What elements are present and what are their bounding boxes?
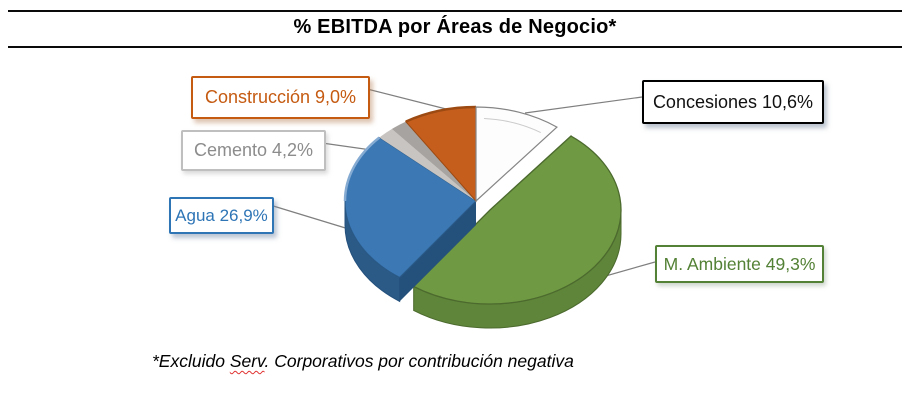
callout-m-ambiente: M. Ambiente 49,3% bbox=[655, 245, 824, 283]
callout-cemento: Cemento 4,2% bbox=[181, 130, 326, 171]
callout-agua-label: Agua 26,9% bbox=[175, 205, 268, 225]
callout-concesiones-label: Concesiones 10,6% bbox=[652, 91, 814, 112]
title-rule-bottom bbox=[8, 46, 902, 48]
footnote-misspelled-word: Serv bbox=[229, 351, 265, 371]
callout-agua: Agua 26,9% bbox=[169, 197, 274, 234]
callout-construccion: Construcción 9,0% bbox=[191, 76, 370, 119]
callout-concesiones: Concesiones 10,6% bbox=[642, 80, 824, 124]
title-rule-top bbox=[8, 10, 902, 12]
callout-cemento-label: Cemento 4,2% bbox=[193, 140, 314, 160]
callout-construccion-label: Construcción 9,0% bbox=[204, 87, 357, 107]
callout-m-ambiente-label: M. Ambiente 49,3% bbox=[663, 253, 816, 274]
footnote-suffix: . Corporativos por contribución negativa bbox=[264, 351, 574, 371]
chart-title: % EBITDA por Áreas de Negocio* bbox=[293, 16, 617, 38]
footnote: *Excluido Serv. Corporativos por contrib… bbox=[152, 351, 574, 372]
footnote-prefix: *Excluido bbox=[152, 351, 230, 371]
